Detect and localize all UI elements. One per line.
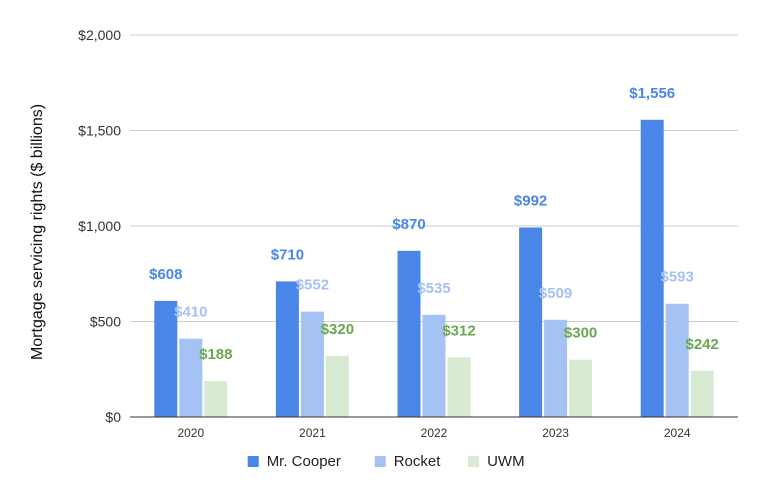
data-label: $535: [417, 280, 450, 297]
y-tick-label: $1,500: [78, 123, 121, 139]
bar-rocket-2023: [544, 319, 568, 417]
data-label: $242: [686, 336, 719, 353]
legend-label: Rocket: [394, 453, 442, 470]
data-label: $992: [514, 193, 547, 210]
bar-mr-cooper-2021: [275, 281, 299, 417]
data-label: $1,556: [629, 85, 675, 102]
y-tick-label: $500: [90, 314, 121, 330]
y-tick-label: $2,000: [78, 27, 121, 43]
y-tick-label: $1,000: [78, 218, 121, 234]
x-tick-label: 2020: [177, 426, 204, 440]
bar-uwm-2022: [447, 357, 471, 417]
bar-mr-cooper-2024: [640, 119, 664, 417]
legend-swatch: [374, 456, 386, 467]
bar-rocket-2021: [300, 311, 324, 417]
data-label: $608: [149, 266, 182, 283]
bar-uwm-2023: [569, 359, 593, 417]
data-labels: $608 $410 $188 $710 $552 $320 $870 $535 $312 $992…: [149, 85, 719, 363]
bar-rocket-2024: [665, 303, 689, 417]
data-label: $300: [564, 325, 597, 342]
data-label: $188: [199, 346, 232, 363]
legend: Mr. Cooper Rocket UWM: [247, 453, 525, 470]
data-label: $312: [442, 322, 475, 339]
legend-label: UWM: [487, 453, 524, 470]
data-label: $593: [661, 269, 694, 286]
x-tick-label: 2022: [421, 426, 448, 440]
bar-uwm-2024: [690, 370, 714, 417]
legend-swatch: [247, 456, 259, 467]
bar-mr-cooper-2020: [154, 300, 178, 417]
data-label: $410: [174, 304, 207, 321]
bar-mr-cooper-2022: [397, 250, 421, 417]
y-tick-label: $0: [105, 409, 121, 425]
data-label: $552: [296, 277, 329, 294]
legend-label: Mr. Cooper: [267, 453, 341, 470]
x-tick-label: 2024: [664, 426, 691, 440]
data-label: $870: [392, 216, 425, 233]
x-tick-label: 2021: [299, 426, 326, 440]
y-axis-ticks: $0 $500 $1,000 $1,500 $2,000: [78, 27, 121, 425]
bar-uwm-2020: [204, 381, 228, 417]
bar-mr-cooper-2023: [519, 227, 543, 417]
bar-rocket-2022: [422, 314, 446, 417]
y-axis-label: Mortgage servicing rights ($ billions): [29, 104, 46, 360]
data-label: $710: [271, 246, 304, 263]
x-tick-label: 2023: [542, 426, 569, 440]
x-axis-ticks: 2020 2021 2022 2023 2024: [177, 426, 690, 440]
bar-uwm-2021: [325, 355, 349, 417]
data-label: $320: [321, 321, 354, 338]
legend-swatch: [468, 456, 480, 467]
data-label: $509: [539, 285, 572, 302]
bar-rocket-2020: [179, 338, 203, 417]
bars: [154, 119, 714, 417]
